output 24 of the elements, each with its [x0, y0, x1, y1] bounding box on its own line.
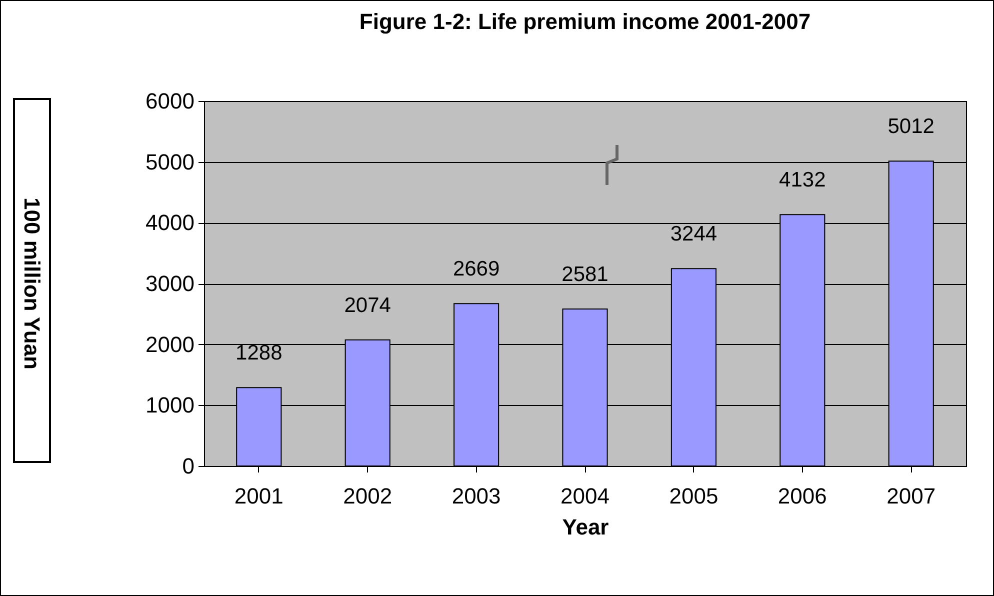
- x-tick-label: 2002: [343, 484, 392, 508]
- y-tick-label: 2000: [146, 332, 194, 357]
- x-tick-label: 2004: [560, 484, 610, 508]
- y-axis-title: 100 million Yuan: [20, 198, 44, 370]
- y-tick-label: 0: [182, 454, 194, 478]
- chart-title: Figure 1-2: Life premium income 2001-2007: [359, 9, 811, 34]
- x-tick-label: 2006: [778, 484, 827, 508]
- data-label: 1288: [236, 342, 282, 365]
- x-tick-label: 2001: [234, 484, 284, 508]
- data-label: 2669: [452, 258, 500, 281]
- data-label: 5012: [888, 115, 934, 138]
- y-tick-label: 6000: [146, 88, 194, 114]
- x-tick-label: 2005: [669, 484, 718, 508]
- y-tick-label: 5000: [146, 149, 194, 174]
- data-label: 2074: [344, 294, 392, 317]
- y-tick-label: 3000: [146, 271, 194, 296]
- data-label: 2581: [562, 262, 608, 286]
- y-tick-label: 4000: [146, 210, 194, 236]
- data-label: 3244: [670, 222, 718, 246]
- x-tick-label: 2003: [452, 484, 501, 508]
- x-tick-label: 2007: [886, 484, 936, 508]
- data-label: 4132: [779, 168, 826, 192]
- y-tick-label: 1000: [146, 392, 194, 418]
- x-axis-title: Year: [562, 514, 610, 540]
